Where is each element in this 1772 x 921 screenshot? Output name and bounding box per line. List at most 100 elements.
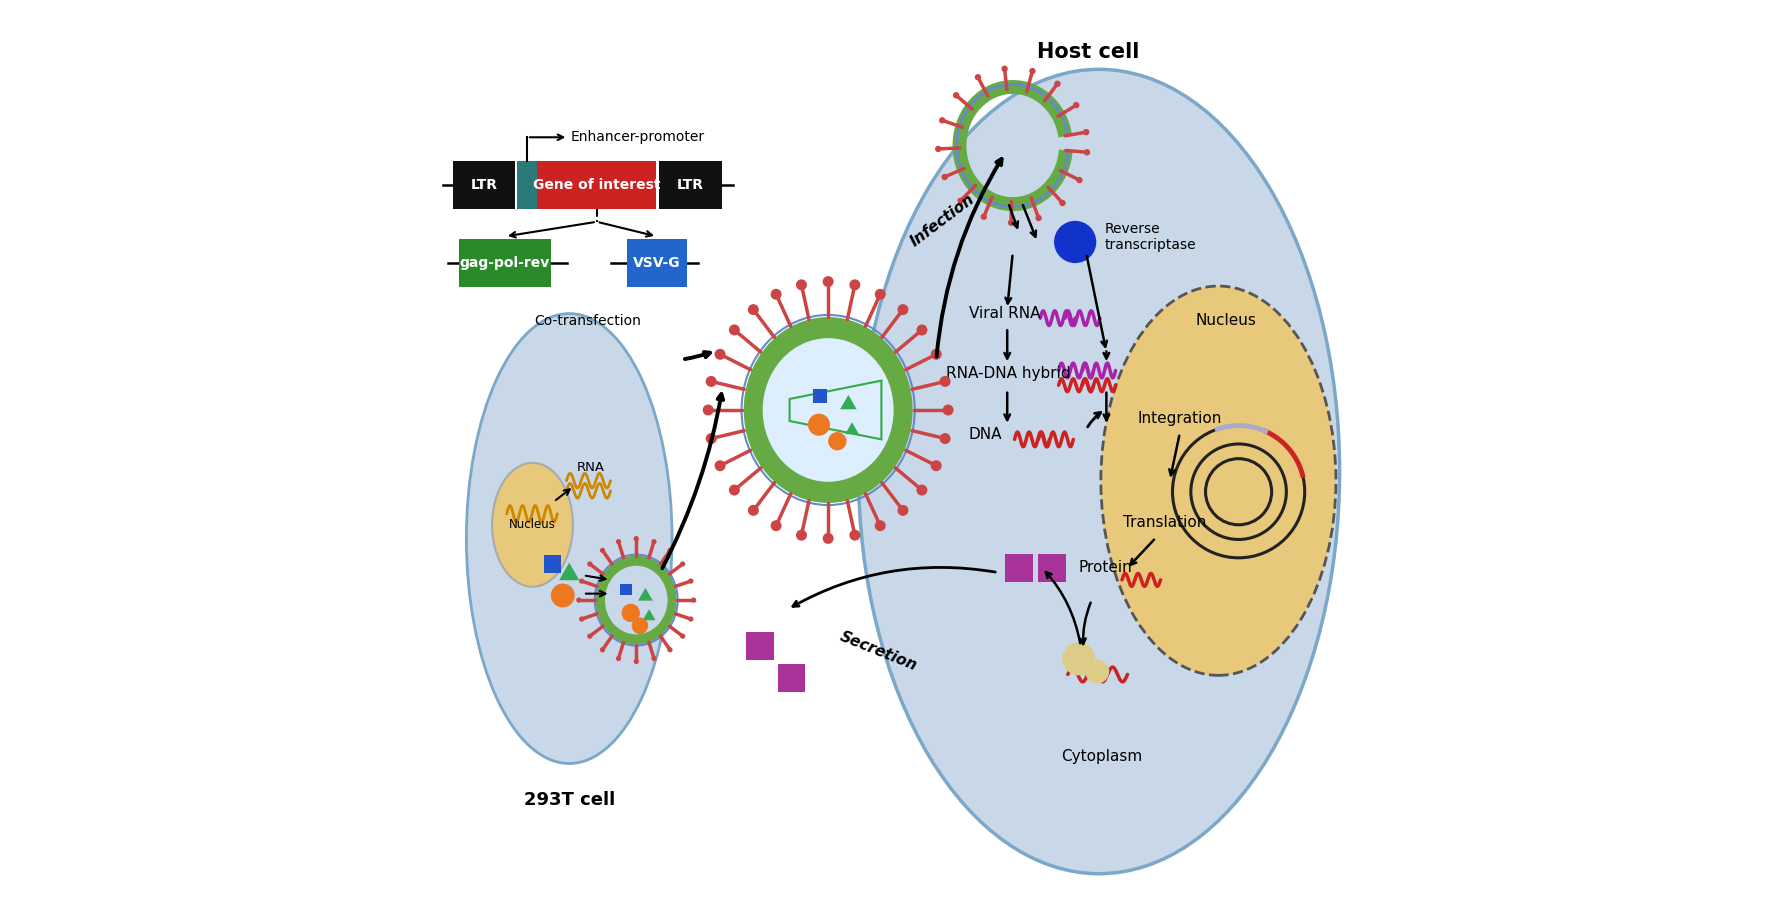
Text: DNA: DNA bbox=[969, 427, 1003, 442]
Circle shape bbox=[875, 289, 886, 300]
Text: Gene of interest: Gene of interest bbox=[533, 178, 661, 192]
Circle shape bbox=[631, 617, 649, 634]
Circle shape bbox=[587, 634, 592, 639]
Circle shape bbox=[1035, 215, 1042, 221]
Circle shape bbox=[939, 433, 950, 444]
Circle shape bbox=[714, 460, 725, 472]
Circle shape bbox=[975, 74, 982, 80]
Ellipse shape bbox=[744, 317, 913, 503]
Circle shape bbox=[728, 324, 741, 335]
Circle shape bbox=[728, 484, 741, 495]
Circle shape bbox=[634, 659, 640, 664]
Circle shape bbox=[714, 349, 725, 360]
Text: LTR: LTR bbox=[470, 178, 498, 192]
Text: Nucleus: Nucleus bbox=[509, 519, 556, 531]
Circle shape bbox=[652, 656, 657, 661]
Bar bbox=[746, 632, 774, 659]
Ellipse shape bbox=[858, 69, 1340, 874]
Circle shape bbox=[1054, 221, 1097, 263]
Circle shape bbox=[953, 92, 959, 99]
Circle shape bbox=[771, 520, 781, 531]
Circle shape bbox=[916, 324, 927, 335]
Circle shape bbox=[587, 561, 592, 566]
Text: Reverse
transcriptase: Reverse transcriptase bbox=[1104, 222, 1196, 252]
Circle shape bbox=[579, 616, 585, 622]
Circle shape bbox=[1084, 659, 1109, 683]
Circle shape bbox=[957, 197, 964, 204]
Circle shape bbox=[1001, 65, 1008, 72]
Circle shape bbox=[748, 505, 758, 516]
Circle shape bbox=[705, 433, 716, 444]
Circle shape bbox=[688, 578, 693, 584]
FancyBboxPatch shape bbox=[459, 239, 551, 287]
Polygon shape bbox=[643, 609, 656, 621]
Bar bbox=[1038, 554, 1067, 582]
FancyBboxPatch shape bbox=[659, 161, 721, 209]
Circle shape bbox=[980, 214, 987, 220]
Circle shape bbox=[688, 616, 693, 622]
Circle shape bbox=[576, 598, 581, 602]
Circle shape bbox=[796, 279, 806, 290]
Circle shape bbox=[1076, 177, 1083, 183]
Text: 293T cell: 293T cell bbox=[523, 791, 615, 810]
Circle shape bbox=[617, 656, 622, 661]
FancyBboxPatch shape bbox=[537, 161, 656, 209]
Text: Host cell: Host cell bbox=[1037, 41, 1139, 62]
Text: LTR: LTR bbox=[677, 178, 703, 192]
Circle shape bbox=[916, 484, 927, 495]
Circle shape bbox=[601, 647, 606, 652]
Ellipse shape bbox=[604, 565, 668, 635]
Circle shape bbox=[897, 304, 909, 315]
Circle shape bbox=[1030, 68, 1035, 75]
Circle shape bbox=[748, 304, 758, 315]
Polygon shape bbox=[845, 422, 859, 434]
Circle shape bbox=[875, 520, 886, 531]
Circle shape bbox=[822, 276, 833, 287]
Circle shape bbox=[601, 548, 606, 553]
Bar bbox=[778, 664, 804, 692]
Text: Enhancer-promoter: Enhancer-promoter bbox=[571, 130, 705, 145]
Circle shape bbox=[1008, 219, 1014, 226]
Text: Co-transfection: Co-transfection bbox=[533, 313, 641, 328]
Circle shape bbox=[680, 561, 686, 566]
Text: RNA: RNA bbox=[576, 461, 604, 474]
Text: gag-pol-rev: gag-pol-rev bbox=[459, 256, 549, 270]
Text: VSV-G: VSV-G bbox=[633, 256, 680, 270]
Circle shape bbox=[705, 376, 716, 387]
Circle shape bbox=[1061, 642, 1095, 675]
FancyBboxPatch shape bbox=[517, 161, 537, 209]
Circle shape bbox=[941, 174, 948, 181]
Circle shape bbox=[897, 505, 909, 516]
Text: Cytoplasm: Cytoplasm bbox=[1061, 749, 1143, 764]
Circle shape bbox=[622, 604, 640, 622]
Circle shape bbox=[939, 376, 950, 387]
Circle shape bbox=[703, 404, 714, 415]
Polygon shape bbox=[840, 395, 856, 409]
Circle shape bbox=[808, 414, 829, 436]
Bar bbox=[544, 555, 562, 573]
Circle shape bbox=[930, 349, 941, 360]
Circle shape bbox=[579, 578, 585, 584]
Circle shape bbox=[943, 404, 953, 415]
FancyBboxPatch shape bbox=[452, 161, 516, 209]
Circle shape bbox=[551, 584, 574, 608]
Circle shape bbox=[691, 598, 696, 602]
Circle shape bbox=[1054, 80, 1061, 87]
Ellipse shape bbox=[466, 313, 672, 764]
FancyBboxPatch shape bbox=[627, 239, 688, 287]
Circle shape bbox=[828, 432, 847, 450]
Text: Integration: Integration bbox=[1138, 411, 1223, 426]
Circle shape bbox=[680, 634, 686, 639]
Circle shape bbox=[849, 279, 861, 290]
Circle shape bbox=[668, 548, 673, 553]
Text: Infection: Infection bbox=[907, 191, 978, 249]
Circle shape bbox=[936, 146, 941, 152]
Ellipse shape bbox=[595, 555, 677, 645]
Text: Viral RNA: Viral RNA bbox=[969, 306, 1040, 321]
Circle shape bbox=[617, 539, 622, 544]
Circle shape bbox=[1083, 129, 1090, 135]
Bar bbox=[813, 389, 828, 402]
Text: RNA-DNA hybrid: RNA-DNA hybrid bbox=[946, 366, 1070, 380]
Polygon shape bbox=[638, 588, 652, 600]
Text: Translation: Translation bbox=[1123, 515, 1207, 530]
